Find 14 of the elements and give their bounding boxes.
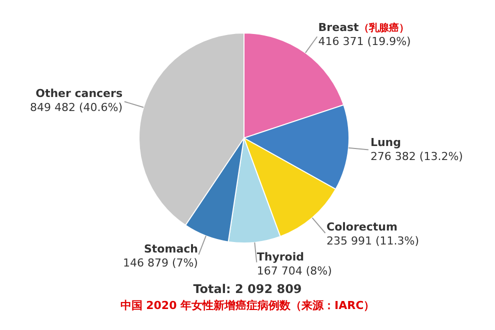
data-label: 146 879 (7%): [122, 256, 198, 270]
data-label: 276 382 (13.2%): [370, 150, 463, 163]
slice-label: Lung: [370, 136, 401, 149]
text: 中国 2020 年女性新增癌症病例数（来源：IARC）: [119, 298, 376, 313]
text: （乳腺癌）: [358, 23, 409, 34]
data-label: 235 991 (11.3%): [326, 234, 420, 248]
text: Total: 2 092 809: [192, 282, 303, 296]
slice-label: Stomach: [144, 242, 198, 256]
data-label: 167 704 (8%): [256, 264, 332, 278]
data-label: 849 482 (40.6%): [30, 101, 123, 114]
slice-label: Other cancers: [36, 87, 123, 100]
slice-label: Colorectum: [326, 220, 398, 234]
slice-label: Thyroid: [256, 250, 304, 264]
data-label: 416 371 (19.9%): [318, 35, 411, 48]
